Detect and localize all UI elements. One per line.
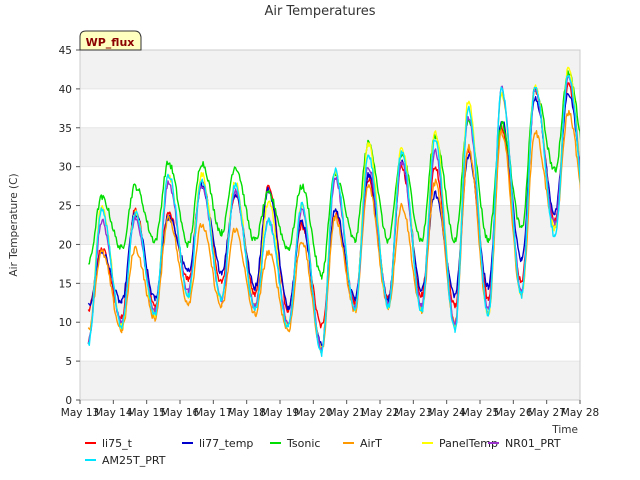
x-tick-label: May 23	[394, 407, 432, 419]
y-tick-label: 5	[65, 356, 72, 368]
x-tick-label: May 22	[361, 407, 399, 419]
x-axis-title: Time	[551, 424, 578, 436]
plot-area	[79, 49, 581, 401]
x-tick-label: May 28	[561, 407, 599, 419]
y-tick-label: 10	[59, 317, 72, 329]
grid-band	[80, 361, 580, 400]
x-tick-label: May 15	[127, 407, 165, 419]
y-axis: 0 5 10 15 20 25 30 35 40 45	[59, 45, 80, 407]
y-tick-label: 35	[59, 123, 72, 135]
y-tick-label: 0	[65, 395, 72, 407]
legend-label: Tsonic	[286, 437, 320, 450]
series-line-am25t-prt	[87, 74, 580, 357]
y-axis-title: Air Temperature (C)	[8, 173, 20, 276]
y-tick-label: 40	[59, 84, 72, 96]
series-lines	[87, 66, 580, 357]
x-tick-label: May 21	[327, 407, 365, 419]
legend-label: PanelTemp	[439, 437, 498, 450]
legend-label: li75_t	[102, 437, 133, 450]
legend-label: AM25T_PRT	[102, 454, 166, 467]
x-tick-label: May 14	[94, 407, 133, 419]
y-tick-label: 15	[59, 278, 72, 290]
x-tick-label: May 27	[527, 407, 565, 419]
site-badge: WP_flux	[79, 30, 142, 51]
series-line-li75-t	[87, 82, 580, 329]
chart-title: Air Temperatures	[264, 4, 375, 19]
x-tick-label: May 20	[294, 407, 332, 419]
x-tick-label: May 26	[494, 407, 533, 419]
x-tick-label: May 19	[261, 407, 299, 419]
grid-bands	[80, 50, 580, 400]
x-tick-label: May 17	[194, 407, 232, 419]
x-tick-label: May 16	[161, 407, 200, 419]
series-line-li77-temp	[87, 92, 580, 347]
legend: li75_t li77_temp Tsonic AirT PanelTemp NR01_P…	[85, 437, 561, 467]
y-tick-label: 30	[59, 162, 72, 174]
grid-band	[80, 50, 580, 89]
series-line-airt	[87, 109, 580, 353]
x-tick-label: May 13	[61, 407, 99, 419]
y-tick-label: 20	[59, 239, 72, 251]
legend-label: NR01_PRT	[505, 437, 561, 450]
legend-label: li77_temp	[199, 437, 253, 450]
y-tick-label: 25	[59, 201, 72, 213]
x-tick-label: May 25	[461, 407, 499, 419]
legend-label: AirT	[360, 437, 382, 450]
x-tick-label: May 18	[227, 407, 265, 419]
grid-band	[80, 283, 580, 323]
y-tick-label: 45	[59, 45, 72, 57]
site-badge-label: WP_flux	[86, 36, 135, 49]
x-tick-label: May 24	[427, 407, 466, 419]
